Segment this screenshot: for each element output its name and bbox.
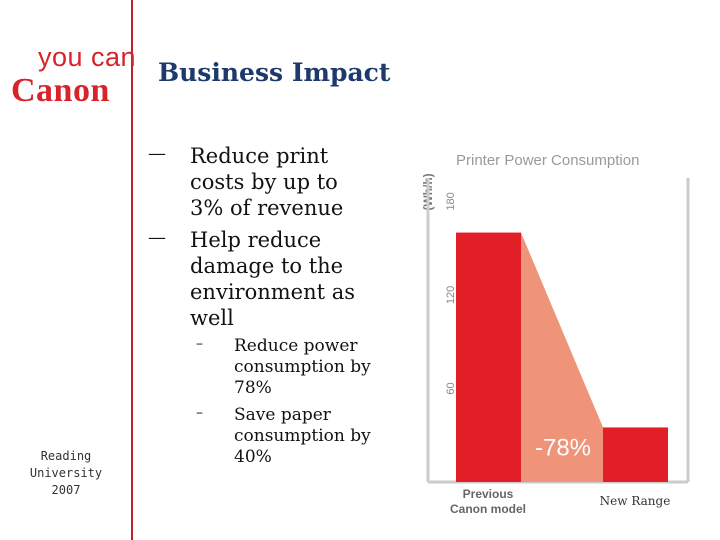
- slide-title: Business Impact: [158, 58, 391, 87]
- bar-previous-canon-model: [456, 232, 521, 482]
- power-consumption-chart: Printer Power Consumption (Wh/h) 6012018…: [421, 152, 690, 516]
- vertical-divider: [131, 0, 133, 540]
- canon-logo: Canon: [11, 72, 110, 109]
- reduction-annotation: -78%: [535, 434, 591, 461]
- category-label-previous: Previous Canon model: [450, 487, 526, 516]
- y-tick-label: 120: [445, 286, 457, 304]
- bullet-text: Reduce print costs by up to 3% of revenu…: [190, 144, 344, 220]
- y-tick-label: 60: [445, 382, 457, 394]
- sub-bullet-text: Save paper consumption by 40%: [234, 405, 371, 467]
- y-tick-label: 180: [445, 192, 457, 210]
- sub-bullet-text: Reduce power consumption by 78%: [234, 336, 371, 398]
- chart-title: Printer Power Consumption: [456, 152, 639, 169]
- bullet-text: Help reduce damage to the environment as…: [190, 228, 356, 330]
- sub-bullet-marker: –: [196, 336, 203, 352]
- logo-tagline: you can: [38, 42, 137, 72]
- reduction-slope-area: [521, 232, 603, 482]
- bar-new-range: [603, 427, 668, 482]
- sub-bullet-marker: –: [196, 405, 203, 421]
- source-footnote: Reading University 2007: [29, 449, 103, 497]
- category-label-new-range: New Range: [600, 494, 671, 508]
- bullet-marker: —: [148, 227, 166, 248]
- y-tick-labels: 60 120 180: [445, 192, 457, 394]
- bullet-marker: —: [148, 143, 166, 164]
